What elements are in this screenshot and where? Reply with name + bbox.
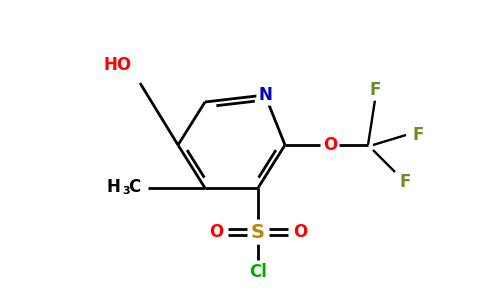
- Text: O: O: [293, 223, 307, 241]
- Text: F: F: [369, 81, 381, 99]
- Text: C: C: [128, 178, 140, 196]
- Text: HO: HO: [104, 56, 132, 74]
- Text: 3: 3: [122, 186, 130, 196]
- Text: H: H: [106, 178, 120, 196]
- Text: S: S: [251, 223, 265, 242]
- Text: F: F: [412, 126, 424, 144]
- Text: O: O: [209, 223, 223, 241]
- Text: Cl: Cl: [249, 263, 267, 281]
- Text: O: O: [323, 136, 337, 154]
- Text: N: N: [258, 86, 272, 104]
- Text: F: F: [399, 173, 411, 191]
